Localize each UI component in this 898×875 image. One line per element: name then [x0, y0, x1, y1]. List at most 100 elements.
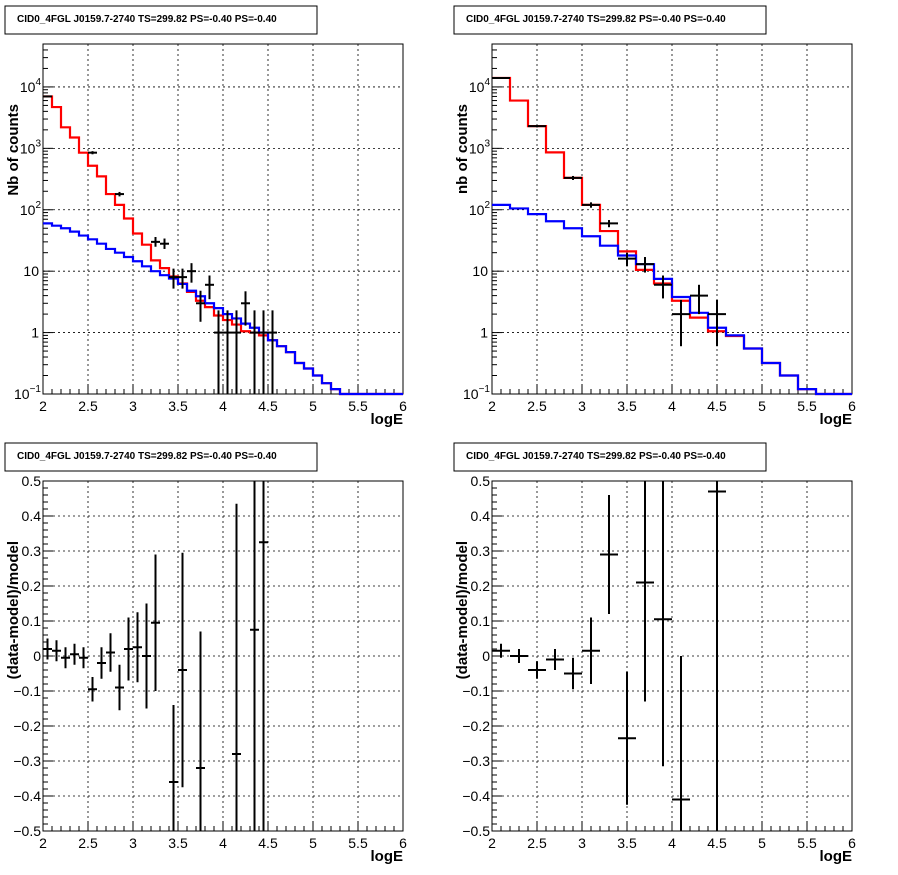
- data-point: [582, 617, 600, 684]
- data-point: [97, 647, 106, 679]
- data-point: [690, 284, 708, 315]
- data-point: [43, 638, 52, 660]
- x-tick-label: 3: [129, 398, 137, 414]
- data-point: [88, 151, 97, 155]
- x-axis-label: logE: [371, 848, 404, 865]
- y-tick-label: 0: [33, 648, 41, 664]
- data-point: [708, 481, 726, 831]
- y-tick-label: −0.3: [13, 753, 41, 769]
- y-tick-label: 102: [469, 200, 491, 218]
- data-point: [528, 124, 546, 128]
- data-point: [492, 643, 510, 658]
- x-tick-label: 3.5: [168, 835, 188, 851]
- x-tick-label: 3: [578, 398, 586, 414]
- data-point: [618, 252, 636, 267]
- x-axis-label: logE: [820, 848, 853, 865]
- x-tick-label: 2.5: [527, 835, 547, 851]
- y-tick-label: 0.2: [22, 578, 42, 594]
- x-tick-label: 2.5: [78, 398, 98, 414]
- x-axis-label: logE: [820, 411, 853, 428]
- x-tick-label: 6: [848, 835, 856, 851]
- data-point: [492, 76, 510, 79]
- y-tick-label: −0.1: [13, 683, 41, 699]
- data-point: [672, 656, 690, 831]
- x-tick-label: 2.5: [78, 835, 98, 851]
- y-tick-label: −0.5: [13, 823, 41, 839]
- y-tick-label: 0.5: [471, 473, 491, 489]
- data-point: [133, 612, 142, 683]
- title-box: [453, 442, 767, 472]
- x-tick-label: 5.5: [348, 398, 368, 414]
- x-tick-label: 4.5: [707, 835, 727, 851]
- x-tick-label: 2: [39, 835, 47, 851]
- data-point: [160, 238, 169, 249]
- data-point: [169, 705, 178, 831]
- y-tick-label: 0.2: [471, 578, 491, 594]
- top-right-counts-panel: CID0_4FGL J0159.7-2740 TS=299.82 PS=-0.4…: [453, 5, 856, 428]
- data-point: [708, 299, 726, 347]
- x-axis-label: logE: [371, 411, 404, 428]
- y-tick-label: 104: [20, 77, 42, 95]
- x-tick-label: 5.5: [348, 835, 368, 851]
- chart-title: CID0_4FGL J0159.7-2740 TS=299.82 PS=-0.4…: [466, 451, 726, 462]
- y-tick-label: 10−1: [463, 384, 490, 402]
- data-point: [61, 647, 70, 669]
- x-tick-label: 2: [488, 835, 496, 851]
- data-point: [115, 191, 124, 197]
- x-tick-label: 5: [758, 398, 766, 414]
- chart-title: CID0_4FGL J0159.7-2740 TS=299.82 PS=-0.4…: [17, 14, 277, 25]
- x-tick-label: 3.5: [617, 398, 637, 414]
- x-tick-label: 4: [219, 398, 227, 414]
- y-tick-label: 0.4: [22, 508, 42, 524]
- data-point: [618, 671, 636, 805]
- data-point: [115, 664, 124, 711]
- x-tick-label: 6: [848, 398, 856, 414]
- data-point: [106, 633, 115, 672]
- data-point: [232, 310, 241, 394]
- data-point: [232, 503, 241, 831]
- y-tick-label: −0.1: [462, 683, 490, 699]
- data-point: [151, 554, 160, 691]
- data-point: [259, 481, 268, 831]
- y-tick-label: 10−1: [14, 384, 41, 402]
- data-point: [214, 310, 223, 394]
- data-point: [600, 495, 618, 614]
- model-curve-step: [43, 222, 403, 396]
- x-tick-label: 2.5: [527, 398, 547, 414]
- y-tick-label: 103: [469, 138, 491, 156]
- title-box: [453, 5, 767, 35]
- data-point: [52, 640, 61, 662]
- x-tick-label: 3: [129, 835, 137, 851]
- data-point: [600, 220, 618, 228]
- data-point: [564, 657, 582, 690]
- top-left-counts-panel: CID0_4FGL J0159.7-2740 TS=299.82 PS=-0.4…: [4, 5, 407, 428]
- data-point: [250, 310, 259, 394]
- x-tick-label: 4.5: [258, 835, 278, 851]
- data-point: [654, 275, 672, 299]
- y-tick-label: −0.2: [13, 718, 41, 734]
- x-tick-label: 4: [219, 835, 227, 851]
- data-point: [187, 263, 196, 283]
- data-point: [654, 481, 672, 767]
- y-tick-label: 0.3: [22, 543, 42, 559]
- data-point: [564, 175, 582, 181]
- y-tick-label: 0.1: [22, 613, 42, 629]
- x-tick-label: 3.5: [168, 398, 188, 414]
- y-axis-label: nb of counts: [454, 104, 471, 194]
- data-point: [582, 202, 600, 208]
- x-tick-label: 4: [668, 835, 676, 851]
- data-point: [178, 552, 187, 788]
- data-point: [223, 310, 232, 394]
- y-tick-label: 104: [469, 77, 491, 95]
- data-point: [169, 268, 178, 289]
- bottom-right-residuals-panel: CID0_4FGL J0159.7-2740 TS=299.82 PS=-0.4…: [453, 442, 856, 865]
- x-tick-label: 5: [309, 835, 317, 851]
- data-point: [151, 237, 160, 247]
- bottom-left-residuals-panel: CID0_4FGL J0159.7-2740 TS=299.82 PS=-0.4…: [4, 442, 407, 865]
- title-box: [4, 442, 318, 472]
- data-point: [88, 677, 97, 702]
- y-tick-label: 0: [482, 648, 490, 664]
- y-tick-label: −0.3: [462, 753, 490, 769]
- x-tick-label: 3: [578, 835, 586, 851]
